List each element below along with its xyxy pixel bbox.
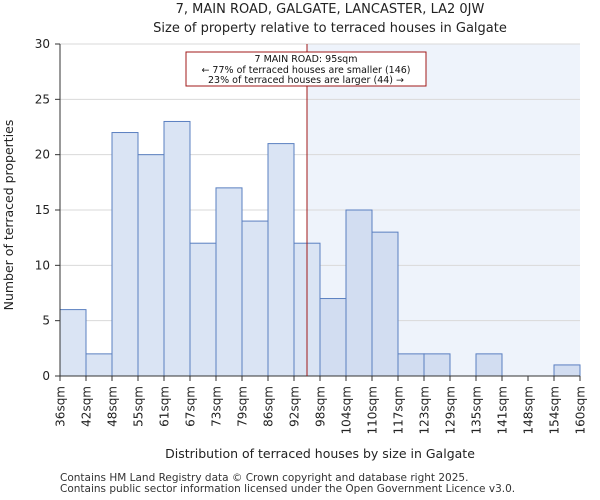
bar <box>319 298 347 377</box>
x-axis-label: Distribution of terraced houses by size … <box>165 446 475 461</box>
x-axis-ticks: 36sqm 42sqm 48sqm 55sqm 61sqm 67sqm 73sqm 79sqm… <box>54 376 588 434</box>
y-axis-label: Number of terraced properties <box>1 120 16 311</box>
bar <box>215 187 243 377</box>
x-tick-label: 92sqm <box>288 386 302 427</box>
bar <box>163 120 191 377</box>
chart-title: 7, MAIN ROAD, GALGATE, LANCASTER, LA2 0J… <box>176 2 485 17</box>
bar <box>85 353 113 377</box>
bar <box>475 353 503 377</box>
x-tick-label: 117sqm <box>392 386 406 434</box>
bar <box>241 220 269 377</box>
x-tick-label: 135sqm <box>470 386 484 434</box>
x-tick-label: 73sqm <box>210 386 224 427</box>
annotation-smaller: ← 77% of terraced houses are smaller (14… <box>201 65 410 76</box>
y-tick-label: 5 <box>42 314 50 328</box>
x-tick-label: 98sqm <box>314 386 328 427</box>
bar <box>423 353 451 377</box>
x-tick-label: 148sqm <box>522 386 536 434</box>
x-tick-label: 129sqm <box>444 386 458 434</box>
y-tick-label: 15 <box>35 203 50 217</box>
x-tick-label: 141sqm <box>496 386 510 434</box>
x-tick-label: 48sqm <box>106 386 120 427</box>
y-tick-label: 25 <box>35 92 50 106</box>
y-tick-label: 0 <box>42 369 50 383</box>
annotation-title: 7 MAIN ROAD: 95sqm <box>255 54 358 65</box>
x-tick-label: 67sqm <box>184 386 198 427</box>
bar <box>345 209 373 377</box>
x-tick-label: 61sqm <box>158 386 172 427</box>
bar <box>111 132 139 377</box>
y-axis-ticks: 0 5 10 15 20 25 30 <box>35 37 60 383</box>
y-tick-label: 20 <box>35 148 50 162</box>
x-tick-label: 123sqm <box>418 386 432 434</box>
footer-line-2: Contains public sector information licen… <box>60 483 516 495</box>
bars <box>59 120 581 377</box>
x-tick-label: 154sqm <box>548 386 562 434</box>
x-tick-label: 160sqm <box>574 386 588 434</box>
bar <box>59 309 87 377</box>
annotation-larger: 23% of terraced houses are larger (44) → <box>208 75 404 86</box>
footer-line-1: Contains HM Land Registry data © Crown c… <box>60 472 469 484</box>
x-tick-label: 36sqm <box>54 386 68 427</box>
bar <box>553 364 581 377</box>
x-tick-label: 110sqm <box>366 386 380 434</box>
y-tick-label: 30 <box>35 37 50 51</box>
bar <box>267 143 295 377</box>
annotation-box <box>185 51 427 87</box>
bar <box>371 231 399 377</box>
chart-subtitle: Size of property relative to terraced ho… <box>153 21 507 36</box>
bar <box>137 154 165 377</box>
bar <box>397 353 425 377</box>
bar <box>189 242 217 377</box>
x-tick-label: 86sqm <box>262 386 276 427</box>
x-tick-label: 104sqm <box>340 386 354 434</box>
y-tick-label: 10 <box>35 258 50 272</box>
x-tick-label: 79sqm <box>236 386 250 427</box>
x-tick-label: 55sqm <box>132 386 146 427</box>
x-tick-label: 42sqm <box>80 386 94 427</box>
